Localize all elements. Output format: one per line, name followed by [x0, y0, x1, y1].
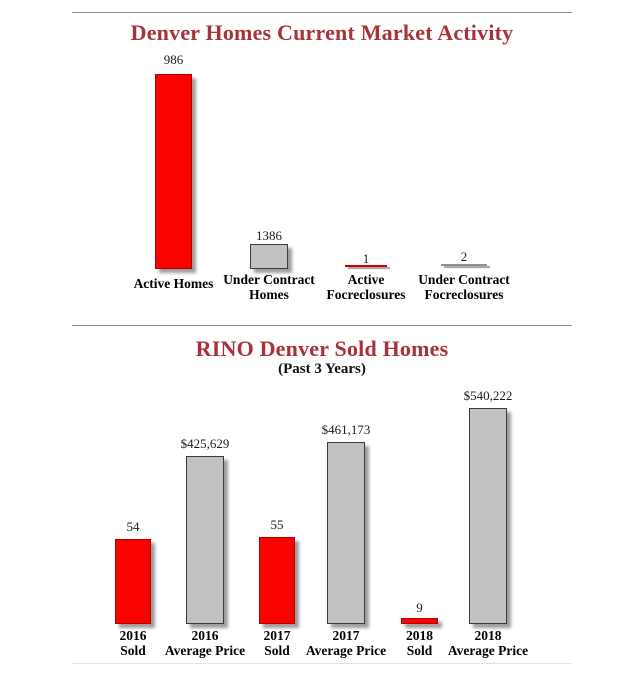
bar-label-2017-sold: 2017 Sold	[263, 628, 291, 658]
bar-value-active-focreclosures: 1	[362, 251, 370, 266]
bar-label-under-contract-homes: Under Contract Homes	[223, 272, 315, 302]
bar-label-2018-average-price: 2018 Average Price	[447, 628, 529, 658]
bottom-divider-faint	[72, 663, 572, 664]
bar-value-under-contract-homes: 1386	[256, 228, 282, 243]
bar-label-under-contract-focreclosures: Under Contract Focreclosures	[418, 272, 510, 302]
bar-2016-sold	[115, 539, 151, 624]
chart2-title: RINO Denver Sold Homes	[195, 336, 449, 361]
bar-value-2018-sold: 9	[416, 600, 423, 615]
bar-value-2018-average-price: $540,222	[463, 388, 513, 403]
bar-under-contract-homes	[250, 244, 288, 269]
chart1-title: Denver Homes Current Market Activity	[130, 20, 514, 45]
bar-value-under-contract-focreclosures: 2	[460, 249, 468, 264]
bar-value-2017-average-price: $461,173	[321, 422, 371, 437]
bar-value-2016-average-price: $425,629	[180, 436, 230, 451]
bar-label-2016-average-price: 2016 Average Price	[164, 628, 246, 658]
chart2-subtitle: (Past 3 Years)	[278, 361, 366, 377]
bar-label-active-homes: Active Homes	[133, 276, 214, 291]
bar-value-2017-sold: 55	[270, 517, 284, 532]
bar-active-homes	[155, 74, 192, 269]
top-divider	[72, 12, 572, 13]
bar-label-active-focreclosures: Active Focreclosures	[326, 272, 406, 302]
bar-value-active-homes: 986	[163, 52, 184, 67]
bar-value-2016-sold: 54	[126, 519, 140, 534]
bar-label-2016-sold: 2016 Sold	[119, 628, 147, 658]
bar-active-focreclosures	[345, 265, 387, 267]
bar-2017-average-price	[327, 442, 365, 624]
mid-divider	[72, 325, 572, 326]
bar-label-2017-average-price: 2017 Average Price	[305, 628, 387, 658]
bar-2016-average-price	[186, 456, 224, 624]
bar-2017-sold	[259, 537, 295, 624]
bar-2018-average-price	[469, 408, 507, 624]
bar-2018-sold	[401, 618, 438, 624]
bar-under-contract-focreclosures	[441, 264, 487, 266]
bar-label-2018-sold: 2018 Sold	[406, 628, 433, 658]
